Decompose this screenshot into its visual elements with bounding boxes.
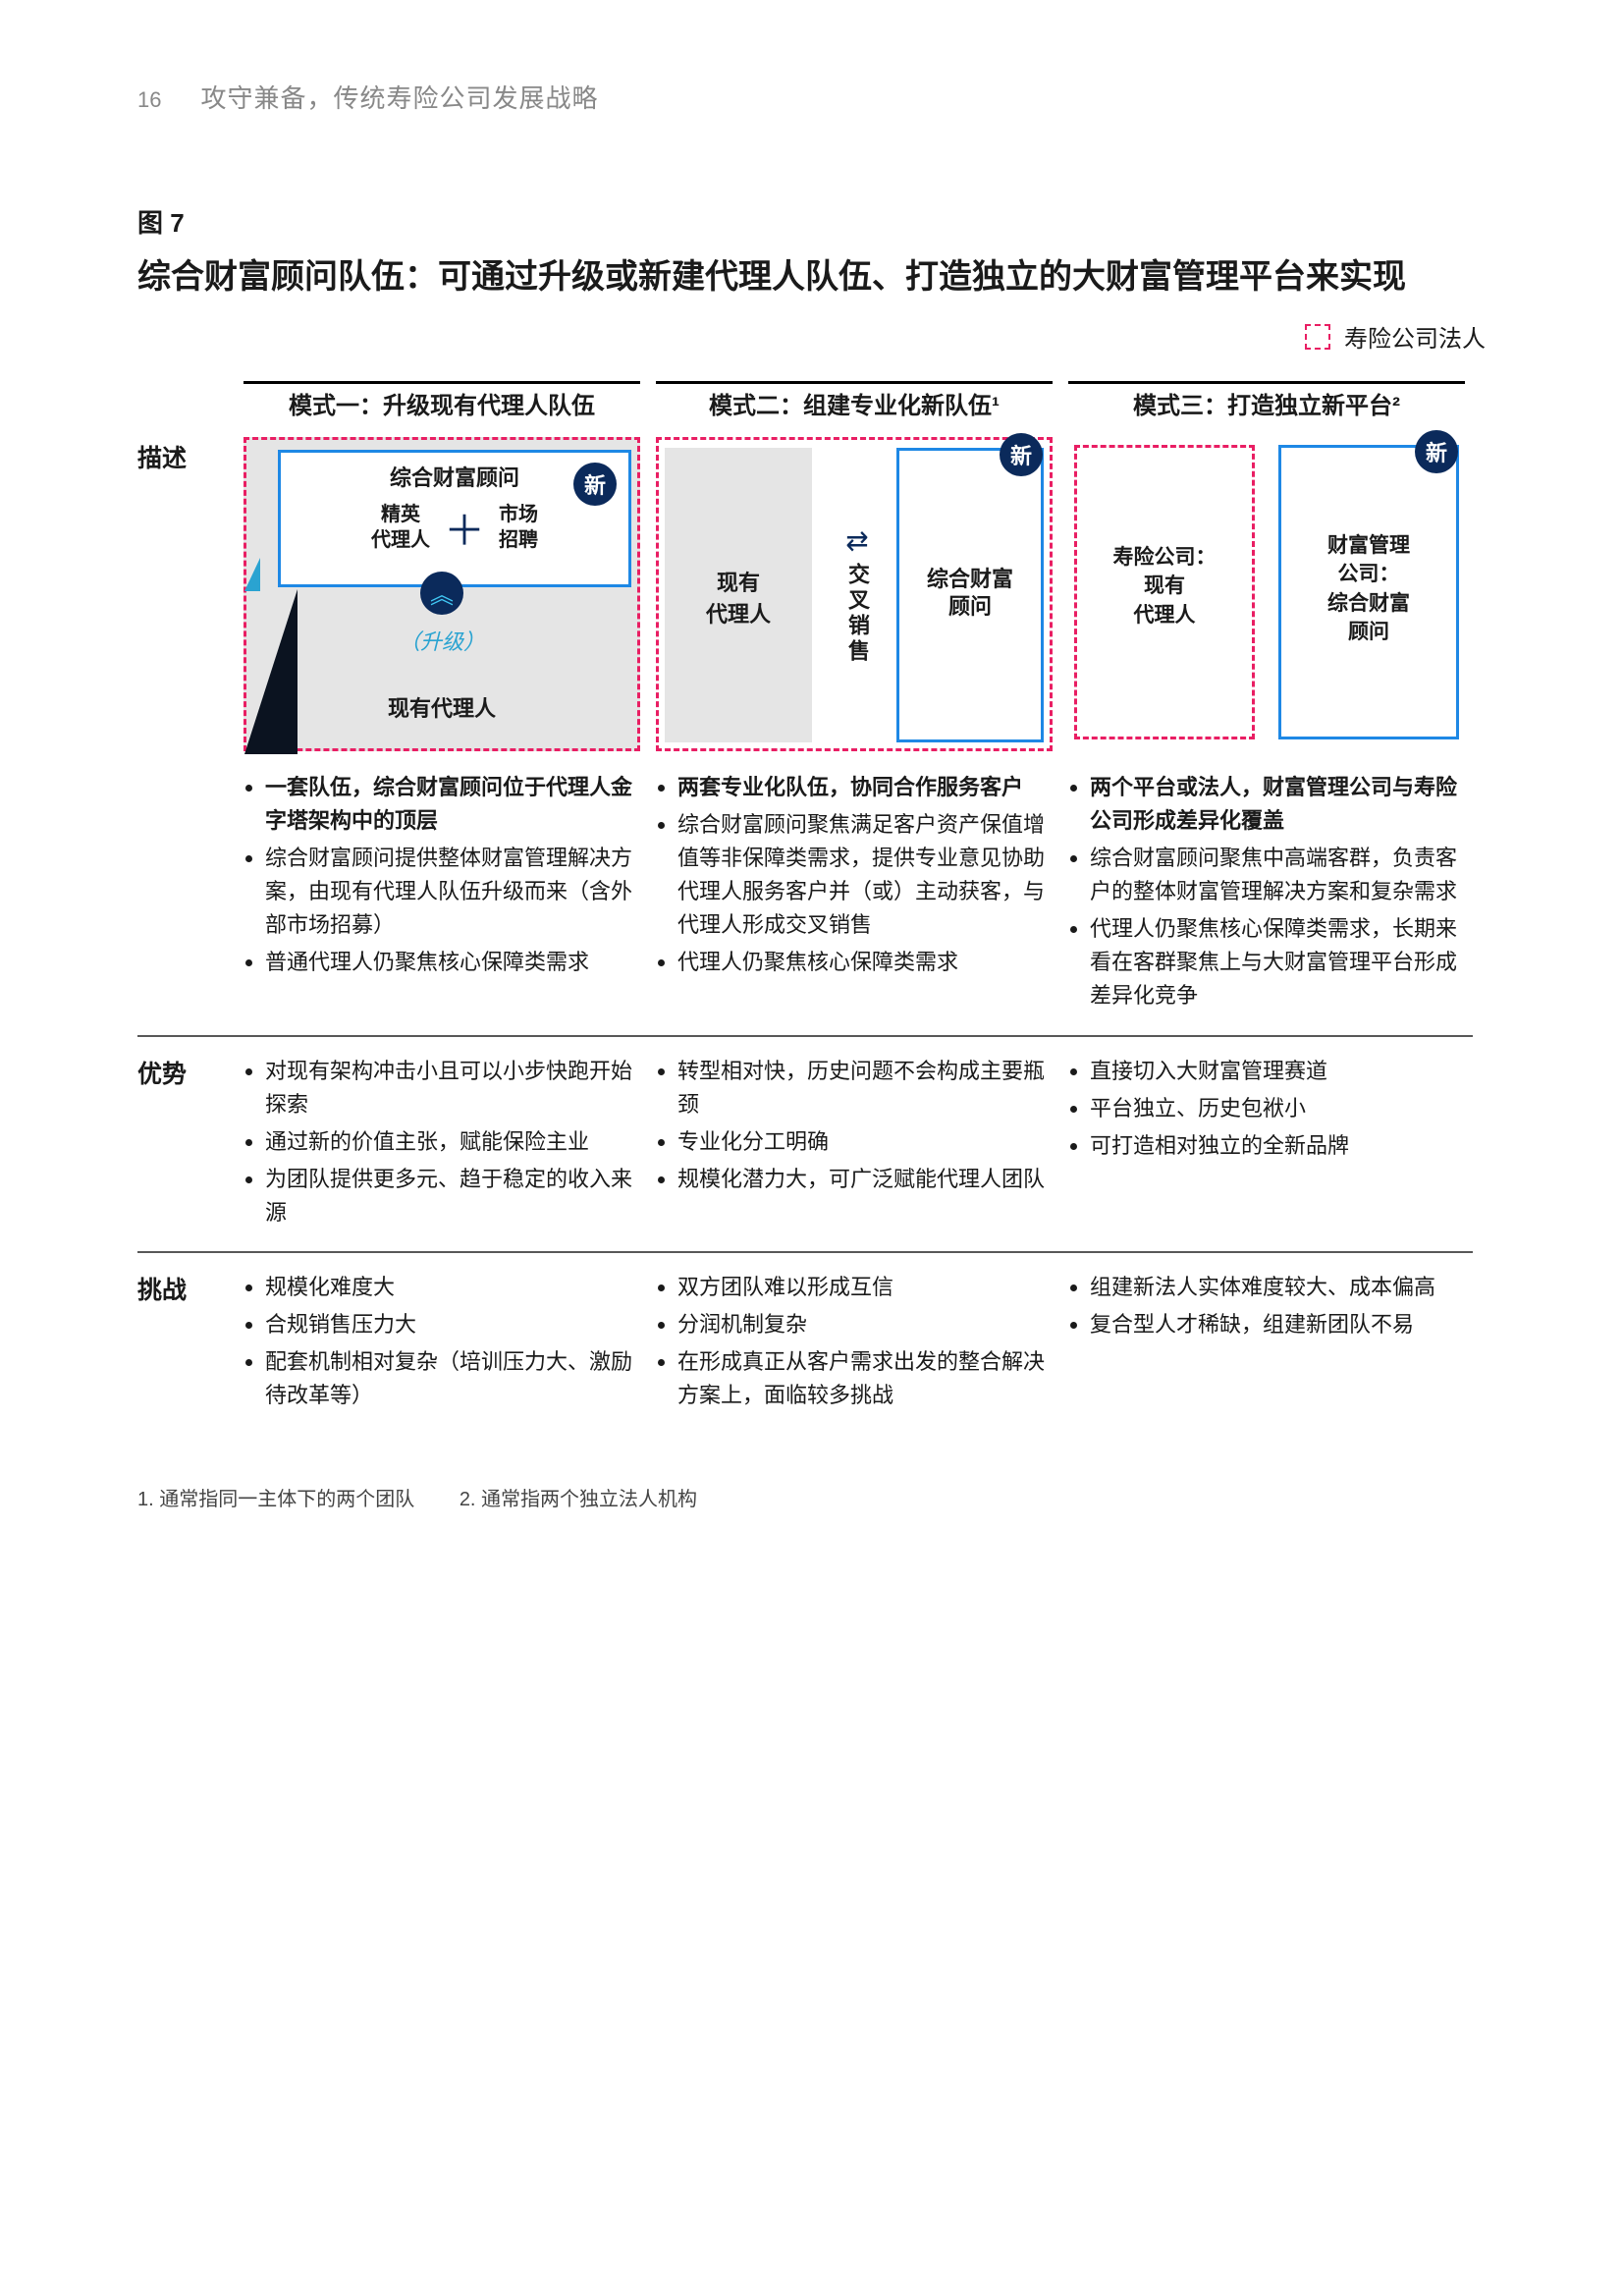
m3-left-t: 寿险公司： xyxy=(1113,546,1217,569)
spacer xyxy=(137,381,236,433)
row-label-describe: 描述 xyxy=(137,433,236,765)
divider xyxy=(137,1035,1473,1037)
page-number: 16 xyxy=(137,87,161,113)
list-item: 双方团队难以形成互信 xyxy=(677,1271,1047,1304)
model3-adv: 直接切入大财富管理赛道 平台独立、历史包袱小 可打造相对独立的全新品牌 xyxy=(1060,1049,1473,1241)
legend: 寿险公司法人 xyxy=(137,319,1486,354)
model2-right-label: 综合财富 顾问 xyxy=(896,566,1044,622)
list-item: 组建新法人实体难度较大、成本偏高 xyxy=(1090,1271,1459,1304)
list-item: 对现有架构冲击小且可以小步快跑开始探索 xyxy=(265,1055,634,1121)
list-item: 综合财富顾问聚焦满足客户资产保值增值等非保障类需求，提供专业意见协助代理人服务客… xyxy=(677,808,1047,942)
model1-recruit: 市场 招聘 xyxy=(499,502,538,553)
page-header: 16 攻守兼备，传统寿险公司发展战略 xyxy=(137,79,1486,115)
new-badge: 新 xyxy=(1000,433,1043,476)
model2-title: 模式二：组建专业化新队伍¹ xyxy=(656,381,1053,423)
model2-desc: 两套专业化队伍，协同合作服务客户 综合财富顾问聚焦满足客户资产保值增值等非保障类… xyxy=(648,765,1060,1025)
model1-diagram: 新 综合财富顾问 精英 代理人 ＋ 市场 招聘 ︽ （升级） 现有代理人 xyxy=(236,433,648,765)
model1-adv: 对现有架构冲击小且可以小步快跑开始探索 通过新的价值主张，赋能保险主业 为团队提… xyxy=(236,1049,648,1241)
plus-icon: ＋ xyxy=(444,498,485,558)
model1-desc: 一套队伍，综合财富顾问位于代理人金字塔架构中的顶层 综合财富顾问提供整体财富管理… xyxy=(236,765,648,1025)
row-label-advantage: 优势 xyxy=(137,1049,236,1241)
model2-adv: 转型相对快，历史问题不会构成主要瓶颈 专业化分工明确 规模化潜力大，可广泛赋能代… xyxy=(648,1049,1060,1241)
model3-title: 模式三：打造独立新平台² xyxy=(1068,381,1465,423)
model1-box: 新 综合财富顾问 精英 代理人 ＋ 市场 招聘 ︽ （升级） 现有代理人 xyxy=(243,437,640,751)
model3-box: 寿险公司： 现有 代理人 新 财富管理 公司： 综合财富 顾问 xyxy=(1068,437,1465,751)
list-item: 可打造相对独立的全新品牌 xyxy=(1090,1129,1459,1163)
list-item: 平台独立、历史包袱小 xyxy=(1090,1092,1459,1125)
model1-top-box: 新 综合财富顾问 精英 代理人 ＋ 市场 招聘 xyxy=(278,450,631,587)
model1-plus-row: 精英 代理人 ＋ 市场 招聘 xyxy=(281,492,628,558)
new-badge: 新 xyxy=(1415,430,1458,473)
list-item: 合规销售压力大 xyxy=(265,1308,634,1341)
list-item: 代理人仍聚焦核心保障类需求 xyxy=(677,946,1047,979)
m3-left-b: 现有 代理人 xyxy=(1134,574,1196,626)
pyramid-base-icon xyxy=(244,589,298,754)
footnote-2: 2. 通常指两个独立法人机构 xyxy=(460,1489,697,1510)
page-running-title: 攻守兼备，传统寿险公司发展战略 xyxy=(200,79,598,115)
footnotes: 1. 通常指同一主体下的两个团队 2. 通常指两个独立法人机构 xyxy=(137,1483,1486,1511)
m3-right-t: 财富管理 公司： xyxy=(1327,534,1410,585)
list-item: 规模化潜力大，可广泛赋能代理人团队 xyxy=(677,1163,1047,1196)
model2-mid: ⇄ 交叉销售 xyxy=(828,448,887,742)
model1-elite: 精英 代理人 xyxy=(371,502,430,553)
list-item: 专业化分工明确 xyxy=(677,1125,1047,1159)
sync-icon: ⇄ xyxy=(845,524,868,557)
list-item: 两套专业化队伍，协同合作服务客户 xyxy=(677,771,1047,804)
model1-title: 模式一：升级现有代理人队伍 xyxy=(243,381,640,423)
model1-chal: 规模化难度大 合规销售压力大 配套机制相对复杂（培训压力大、激励待改革等） xyxy=(236,1265,648,1424)
legend-swatch-dashed xyxy=(1305,324,1330,350)
model3-left-label: 寿险公司： 现有 代理人 xyxy=(1074,543,1255,629)
model2-diagram: 现有 代理人 ⇄ 交叉销售 新 综合财富 顾问 xyxy=(648,433,1060,765)
model1-bottom-label: 现有代理人 xyxy=(246,691,637,723)
list-item: 转型相对快，历史问题不会构成主要瓶颈 xyxy=(677,1055,1047,1121)
list-item: 在形成真正从客户需求出发的整合解决方案上，面临较多挑战 xyxy=(677,1345,1047,1412)
list-item: 一套队伍，综合财富顾问位于代理人金字塔架构中的顶层 xyxy=(265,771,634,838)
pyramid-tip-icon xyxy=(244,558,260,591)
model-headers: 模式一：升级现有代理人队伍 模式二：组建专业化新队伍¹ 模式三：打造独立新平台² xyxy=(236,381,1473,423)
model3-diagram: 寿险公司： 现有 代理人 新 财富管理 公司： 综合财富 顾问 xyxy=(1060,433,1473,765)
row-label-challenge: 挑战 xyxy=(137,1265,236,1424)
list-item: 代理人仍聚焦核心保障类需求，长期来看在客群聚焦上与大财富管理平台形成差异化竞争 xyxy=(1090,912,1459,1012)
list-item: 综合财富顾问聚焦中高端客群，负责客户的整体财富管理解决方案和复杂需求 xyxy=(1090,842,1459,908)
footnote-1: 1. 通常指同一主体下的两个团队 xyxy=(137,1489,414,1510)
model2-chal: 双方团队难以形成互信 分润机制复杂 在形成真正从客户需求出发的整合解决方案上，面… xyxy=(648,1265,1060,1424)
model2-left-label: 现有 代理人 xyxy=(665,566,812,629)
figure-label: 图 7 xyxy=(137,203,1486,240)
figure-title: 综合财富顾问队伍：可通过升级或新建代理人队伍、打造独立的大财富管理平台来实现 xyxy=(137,253,1486,301)
spacer xyxy=(137,765,236,1025)
list-item: 直接切入大财富管理赛道 xyxy=(1090,1055,1459,1088)
list-item: 复合型人才稀缺，组建新团队不易 xyxy=(1090,1308,1459,1341)
list-item: 综合财富顾问提供整体财富管理解决方案，由现有代理人队伍升级而来（含外部市场招募） xyxy=(265,842,634,942)
m3-right-b: 综合财富 顾问 xyxy=(1327,592,1410,643)
list-item: 普通代理人仍聚焦核心保障类需求 xyxy=(265,946,634,979)
upgrade-arrow-icon: ︽ xyxy=(420,572,463,615)
model2-cross-sell: 交叉销售 xyxy=(841,563,873,665)
list-item: 通过新的价值主张，赋能保险主业 xyxy=(265,1125,634,1159)
model2-box: 现有 代理人 ⇄ 交叉销售 新 综合财富 顾问 xyxy=(656,437,1053,751)
page: 16 攻守兼备，传统寿险公司发展战略 图 7 综合财富顾问队伍：可通过升级或新建… xyxy=(0,0,1623,1570)
legend-label: 寿险公司法人 xyxy=(1344,326,1486,353)
list-item: 配套机制相对复杂（培训压力大、激励待改革等） xyxy=(265,1345,634,1412)
list-item: 为团队提供更多元、趋于稳定的收入来源 xyxy=(265,1163,634,1230)
model3-desc: 两个平台或法人，财富管理公司与寿险公司形成差异化覆盖 综合财富顾问聚焦中高端客群… xyxy=(1060,765,1473,1025)
model3-chal: 组建新法人实体难度较大、成本偏高 复合型人才稀缺，组建新团队不易 xyxy=(1060,1265,1473,1424)
list-item: 两个平台或法人，财富管理公司与寿险公司形成差异化覆盖 xyxy=(1090,771,1459,838)
divider xyxy=(137,1251,1473,1253)
comparison-grid: 模式一：升级现有代理人队伍 模式二：组建专业化新队伍¹ 模式三：打造独立新平台²… xyxy=(137,381,1486,1424)
model3-right-label: 财富管理 公司： 综合财富 顾问 xyxy=(1278,531,1459,647)
list-item: 规模化难度大 xyxy=(265,1271,634,1304)
list-item: 分润机制复杂 xyxy=(677,1308,1047,1341)
model1-upgrade-label: （升级） xyxy=(246,625,637,656)
new-badge: 新 xyxy=(573,463,617,506)
